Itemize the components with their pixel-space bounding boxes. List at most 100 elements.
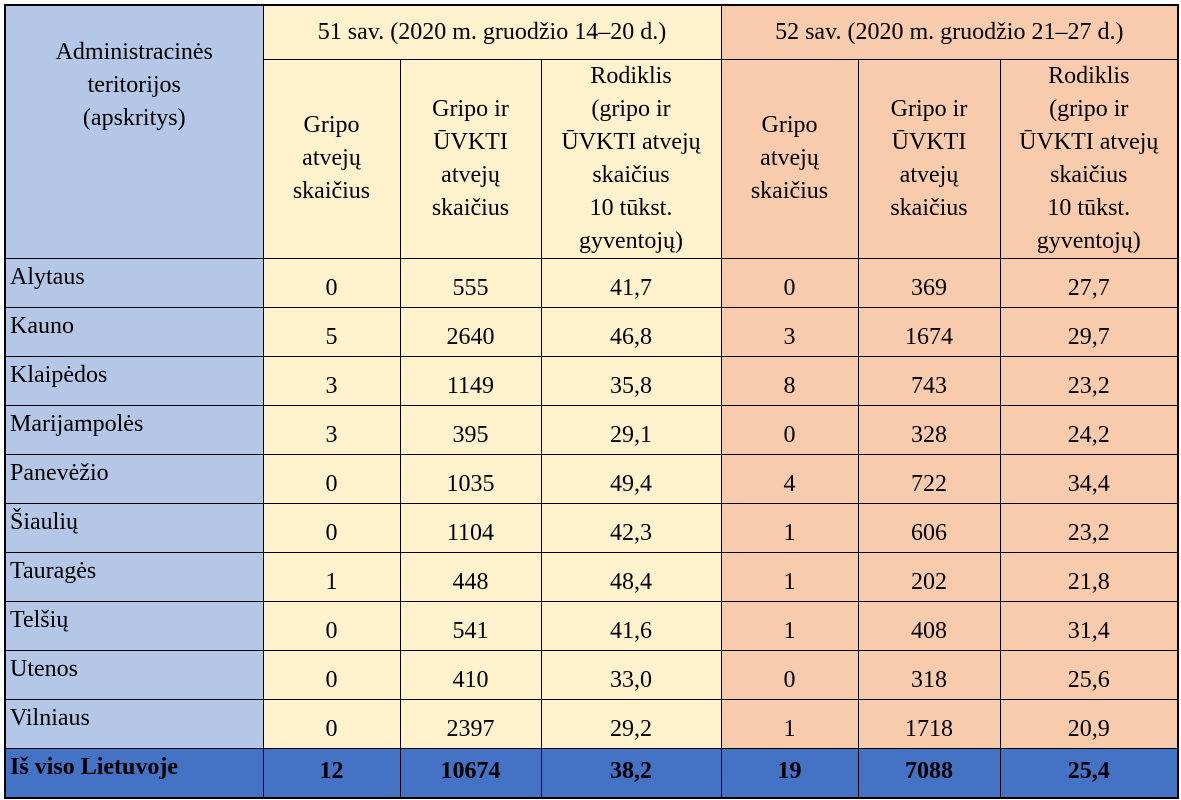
w51-flu-cell: 0 [262,502,401,553]
w52-rate-header-text: Rodiklis (gripo ir ŪVKTI atvejų skaičius… [1019,62,1159,254]
table-row: Tauragės 1 448 48,4 1 202 21,8 [4,551,1179,602]
region-name: Kauno [4,306,264,357]
total-w51-flu: 12 [262,747,401,799]
w51-flu-header-text: Gripo atvejų skaičius [292,112,371,204]
w51-total-cell: 541 [399,600,542,651]
table-row: Vilniaus 0 2397 29,2 1 1718 20,9 [4,698,1179,749]
w51-rate-cell: 33,0 [540,649,722,700]
w52-flu-cell: 4 [720,453,859,504]
w51-total-cell: 555 [399,257,542,308]
w51-rate-cell: 42,3 [540,502,722,553]
w52-rate-cell: 29,7 [999,306,1179,357]
w52-total-cell: 328 [857,404,1001,455]
table-row: Panevėžio 0 1035 49,4 4 722 34,4 [4,453,1179,504]
w52-total-cell: 606 [857,502,1001,553]
region-name: Telšių [4,600,264,651]
total-w51-total: 10674 [399,747,542,799]
w52-total-cell: 722 [857,453,1001,504]
table-row: Alytaus 0 555 41,7 0 369 27,7 [4,257,1179,308]
region-name: Panevėžio [4,453,264,504]
w51-rate-header: Rodiklis (gripo ir ŪVKTI atvejų skaičius… [540,58,722,259]
w51-total-cell: 2640 [399,306,542,357]
w52-rate-cell: 31,4 [999,600,1179,651]
w51-total-cell: 1149 [399,355,542,406]
w51-flu-header: Gripo atvejų skaičius [262,58,401,259]
w51-rate-cell: 46,8 [540,306,722,357]
header-row-weeks: Administracinės teritorijos (apskritys) … [4,4,1179,259]
region-name: Klaipėdos [4,355,264,406]
w51-rate-cell: 48,4 [540,551,722,602]
total-w52-flu: 19 [720,747,859,799]
w51-rate-cell: 29,2 [540,698,722,749]
w52-total-header: Gripo ir ŪVKTI atvejų skaičius [857,58,1001,259]
w52-total-cell: 408 [857,600,1001,651]
total-row: Iš viso Lietuvoje 12 10674 38,2 19 7088 … [4,747,1179,799]
w52-total-cell: 1718 [857,698,1001,749]
w51-rate-header-text: Rodiklis (gripo ir ŪVKTI atvejų skaičius… [561,62,701,254]
w51-total-cell: 395 [399,404,542,455]
region-column-header-text: Administracinės teritorijos (apskritys) [55,39,213,131]
w51-total-cell: 2397 [399,698,542,749]
w52-rate-cell: 21,8 [999,551,1179,602]
w52-total-cell: 202 [857,551,1001,602]
region-name: Alytaus [4,257,264,308]
region-name: Vilniaus [4,698,264,749]
w51-rate-cell: 41,6 [540,600,722,651]
w51-rate-cell: 49,4 [540,453,722,504]
header-row-columns: Gripo atvejų skaičius Gripo ir ŪVKTI atv… [5,58,1179,259]
w52-flu-cell: 0 [720,404,859,455]
region-name: Utenos [4,649,264,700]
w52-rate-cell: 25,6 [999,649,1179,700]
total-w52-total: 7088 [857,747,1001,799]
week-52-header: 52 sav. (2020 m. gruodžio 21–27 d.) [720,4,1179,60]
w51-flu-cell: 3 [262,404,401,455]
w51-rate-cell: 29,1 [540,404,722,455]
w52-flu-cell: 1 [720,502,859,553]
w52-total-cell: 318 [857,649,1001,700]
table-row: Kauno 5 2640 46,8 3 1674 29,7 [4,306,1179,357]
table-row: Marijampolės 3 395 29,1 0 328 24,2 [4,404,1179,455]
w52-flu-cell: 0 [720,257,859,308]
w52-total-cell: 743 [857,355,1001,406]
w51-rate-cell: 35,8 [540,355,722,406]
w51-flu-cell: 0 [262,453,401,504]
w52-total-cell: 369 [857,257,1001,308]
w51-rate-cell: 41,7 [540,257,722,308]
total-label: Iš viso Lietuvoje [4,747,264,799]
region-name: Šiaulių [4,502,264,553]
w52-rate-cell: 20,9 [999,698,1179,749]
table-row: Telšių 0 541 41,6 1 408 31,4 [4,600,1179,651]
region-name: Marijampolės [4,404,264,455]
w51-flu-cell: 0 [262,600,401,651]
w51-total-cell: 448 [399,551,542,602]
w52-flu-cell: 1 [720,551,859,602]
w51-flu-cell: 0 [262,257,401,308]
w51-flu-cell: 3 [262,355,401,406]
table-row: Šiaulių 0 1104 42,3 1 606 23,2 [4,502,1179,553]
w51-total-header-text: Gripo ir ŪVKTI atvejų skaičius [431,95,510,221]
w52-flu-cell: 1 [720,698,859,749]
w51-total-header: Gripo ir ŪVKTI atvejų skaičius [399,58,542,259]
w51-flu-cell: 5 [262,306,401,357]
w51-flu-cell: 0 [262,649,401,700]
w51-flu-cell: 1 [262,551,401,602]
w52-rate-cell: 23,2 [999,502,1179,553]
w52-rate-cell: 24,2 [999,404,1179,455]
w52-flu-cell: 0 [720,649,859,700]
influenza-table: Administracinės teritorijos (apskritys) … [4,4,1180,799]
w52-rate-header: Rodiklis (gripo ir ŪVKTI atvejų skaičius… [999,58,1179,259]
total-w51-rate: 38,2 [540,747,722,799]
w52-flu-cell: 8 [720,355,859,406]
w51-flu-cell: 0 [262,698,401,749]
w52-total-header-text: Gripo ir ŪVKTI atvejų skaičius [890,95,968,221]
total-w52-rate: 25,4 [999,747,1179,799]
week-51-header: 51 sav. (2020 m. gruodžio 14–20 d.) [262,4,722,60]
w51-total-cell: 1035 [399,453,542,504]
w52-rate-cell: 27,7 [999,257,1179,308]
w52-flu-cell: 1 [720,600,859,651]
table-row: Utenos 0 410 33,0 0 318 25,6 [4,649,1179,700]
w51-total-cell: 410 [399,649,542,700]
w52-flu-header: Gripo atvejų skaičius [720,58,859,259]
w51-total-cell: 1104 [399,502,542,553]
table-row: Klaipėdos 3 1149 35,8 8 743 23,2 [4,355,1179,406]
